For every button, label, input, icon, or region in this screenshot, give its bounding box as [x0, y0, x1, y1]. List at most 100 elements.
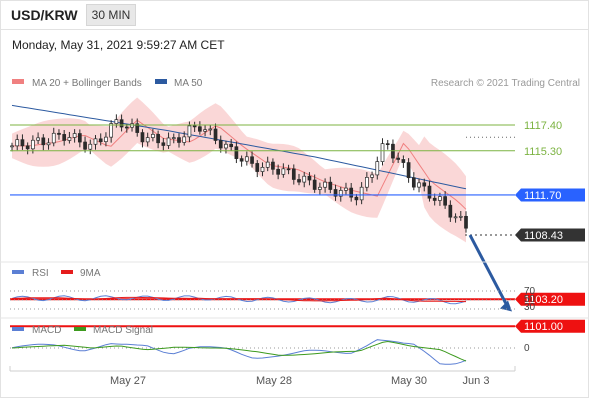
candle-body: [255, 163, 260, 172]
candle-body: [46, 142, 51, 146]
support-level-label: 1103.20: [524, 294, 563, 306]
rsi-ma-line: [11, 296, 467, 303]
candle-body: [198, 126, 202, 132]
candle-body: [109, 123, 113, 138]
candle-body: [114, 119, 119, 124]
candle-body: [67, 137, 72, 141]
candle-body: [51, 132, 56, 144]
candle-body: [124, 126, 129, 129]
candle-body: [281, 168, 286, 175]
macd-zero-label: 0: [524, 343, 530, 354]
macd-signal-legend-swatch: [74, 327, 86, 331]
candle-body: [265, 161, 270, 168]
rsi-legend-swatch: [12, 270, 24, 274]
candle-body: [203, 129, 207, 132]
macd-legend-swatch: [12, 327, 24, 331]
x-tick-label: May 28: [256, 375, 292, 387]
candle-body: [344, 187, 348, 191]
candle-body: [77, 133, 82, 143]
candle-body: [359, 186, 364, 201]
macd-plot: [10, 339, 515, 365]
candle-body: [448, 204, 453, 218]
macd-line: [11, 339, 467, 365]
bollinger-band: [12, 97, 466, 243]
candle-body: [250, 156, 254, 164]
candle-body: [140, 132, 145, 143]
candle-body: [166, 137, 171, 146]
candle-body: [62, 134, 67, 141]
ma50-line: [11, 104, 467, 190]
rsi-ma-legend-swatch: [61, 270, 73, 274]
candle-body: [31, 139, 35, 150]
candle-body: [333, 189, 338, 197]
support-level-tag: [515, 292, 585, 306]
rsi-line: [11, 295, 467, 305]
ma50-legend-label: MA 50: [174, 78, 203, 89]
candle-body: [349, 187, 354, 198]
candle-body: [302, 175, 307, 183]
candle-body: [427, 185, 432, 199]
resistance-level-label: 1115.30: [524, 146, 562, 158]
candle-body: [422, 182, 427, 187]
candle-body: [365, 177, 369, 188]
candle-body: [208, 128, 213, 131]
candle-body: [187, 125, 192, 138]
candle-body: [218, 140, 223, 149]
macd-legend-label: MACD: [32, 325, 61, 336]
last-price-tag: [515, 228, 585, 242]
candle-body: [297, 179, 301, 183]
candle-body: [161, 142, 166, 146]
candle-body: [192, 125, 197, 128]
resistance-level-label: 1117.40: [524, 120, 562, 132]
x-tick-label: May 30: [391, 375, 427, 387]
candle-body: [25, 145, 30, 150]
candle-body: [57, 132, 61, 135]
price-levels: 1117.40 1115.30 1111.70 1108.43 1103.20 1101.…: [10, 120, 585, 333]
candle-body: [276, 168, 280, 175]
candle-body: [354, 196, 359, 201]
candle-body: [260, 166, 265, 172]
credit-text: Research © 2021 Trading Central: [431, 78, 580, 89]
rsi-level-70: 70: [524, 286, 536, 297]
rsi-legend-label: RSI: [32, 268, 49, 279]
macd-signal-legend-label: MACD Signal: [93, 325, 153, 336]
candle-body: [182, 136, 187, 143]
header: USD/KRW 30 MIN: [0, 0, 589, 30]
forecast-arrow-shaft: [468, 234, 510, 309]
candle-body: [171, 137, 176, 139]
candle-body: [36, 137, 40, 141]
ma20-legend-label: MA 20 + Bollinger Bands: [32, 78, 142, 89]
candle-body: [464, 215, 468, 229]
candle-body: [443, 196, 447, 206]
candle-body: [417, 182, 421, 188]
candle-body: [385, 143, 390, 146]
candle-body: [10, 145, 14, 148]
candle-body: [370, 174, 374, 178]
symbol-label: USD/KRW: [11, 7, 78, 23]
rsi-ma-legend-label: 9MA: [80, 268, 101, 279]
pivot-level-label: 1111.70: [524, 190, 561, 202]
candle-body: [119, 119, 124, 128]
candle-body: [244, 156, 249, 162]
datetime-label: Monday, May 31, 2021 9:59:27 AM CET: [12, 38, 225, 52]
candle-body: [312, 179, 317, 190]
candle-body: [104, 136, 108, 142]
candle-body: [458, 215, 463, 218]
timeframe-button[interactable]: 30 MIN: [86, 4, 136, 26]
candle-body: [177, 137, 181, 143]
macd-signal-line: [11, 340, 467, 362]
candle-body: [401, 159, 406, 163]
candle-body: [291, 168, 296, 180]
candle-body: [15, 139, 20, 147]
x-tick-label: May 27: [110, 375, 146, 387]
candle-body: [145, 137, 150, 143]
candle-body: [453, 216, 458, 219]
ma50-legend-swatch: [155, 79, 167, 84]
candle-body: [396, 157, 401, 160]
rsi-level-50: 50: [524, 294, 536, 305]
candle-body: [98, 138, 103, 142]
rsi-level-30: 30: [524, 302, 536, 313]
candle-body: [20, 139, 25, 147]
candle-body: [271, 161, 275, 170]
